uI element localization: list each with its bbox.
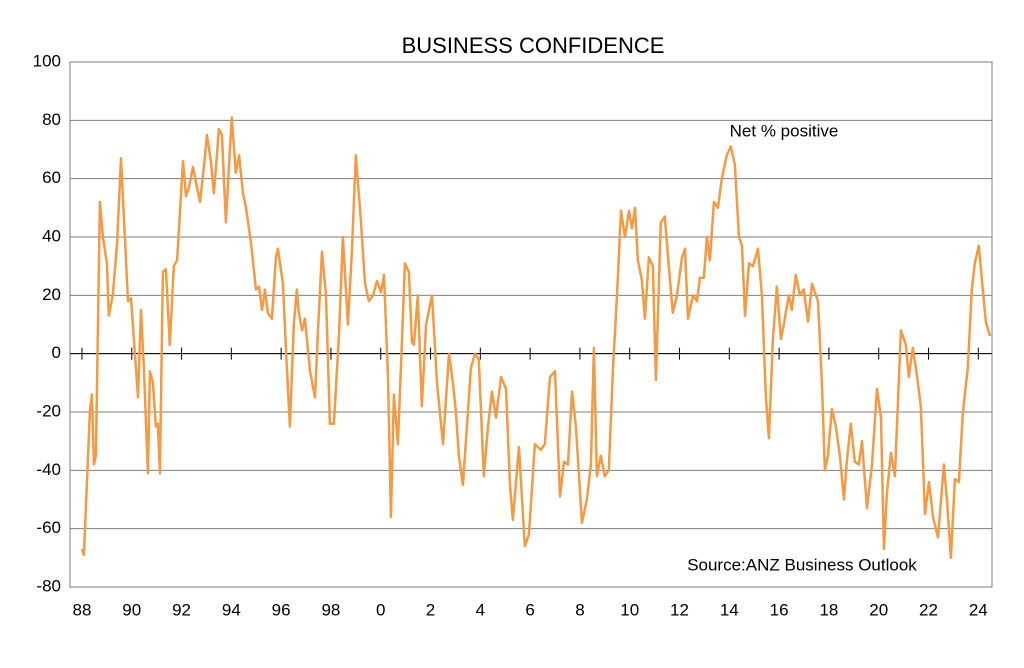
y-tick-label: 60 <box>42 168 61 187</box>
annotation: Source:ANZ Business Outlook <box>687 555 917 574</box>
line-series <box>80 116 992 560</box>
y-tick-label: -60 <box>36 518 61 537</box>
chart-title: BUSINESS CONFIDENCE <box>402 33 665 58</box>
y-tick-label: 20 <box>42 285 61 304</box>
x-tick-label: 6 <box>525 600 534 619</box>
y-tick-label: 0 <box>52 343 61 362</box>
y-tick-label: -20 <box>36 401 61 420</box>
annotation: Net % positive <box>730 121 839 140</box>
plot-frame <box>69 61 993 588</box>
x-tick-label: 12 <box>670 600 689 619</box>
x-tick-label: 90 <box>122 600 141 619</box>
x-tick-label: 24 <box>969 600 988 619</box>
x-tick-label: 8 <box>575 600 584 619</box>
x-tick-label: 0 <box>376 600 385 619</box>
x-tick-label: 4 <box>476 600 485 619</box>
x-tick-label: 14 <box>720 600 739 619</box>
x-tick-label: 96 <box>272 600 291 619</box>
x-tick-label: 10 <box>620 600 639 619</box>
y-tick-label: 80 <box>42 110 61 129</box>
x-tick-label: 16 <box>770 600 789 619</box>
y-tick-label: -80 <box>36 576 61 595</box>
x-tick-label: 2 <box>426 600 435 619</box>
x-tick-label: 20 <box>869 600 888 619</box>
x-tick-label: 88 <box>72 600 91 619</box>
x-tick-label: 98 <box>321 600 340 619</box>
y-tick-label: 100 <box>33 51 61 70</box>
y-tick-label: -40 <box>36 460 61 479</box>
x-tick-label: 18 <box>819 600 838 619</box>
x-tick-label: 22 <box>919 600 938 619</box>
y-tick-label: 40 <box>42 226 61 245</box>
x-tick-label: 92 <box>172 600 191 619</box>
x-tick-label: 94 <box>222 600 241 619</box>
